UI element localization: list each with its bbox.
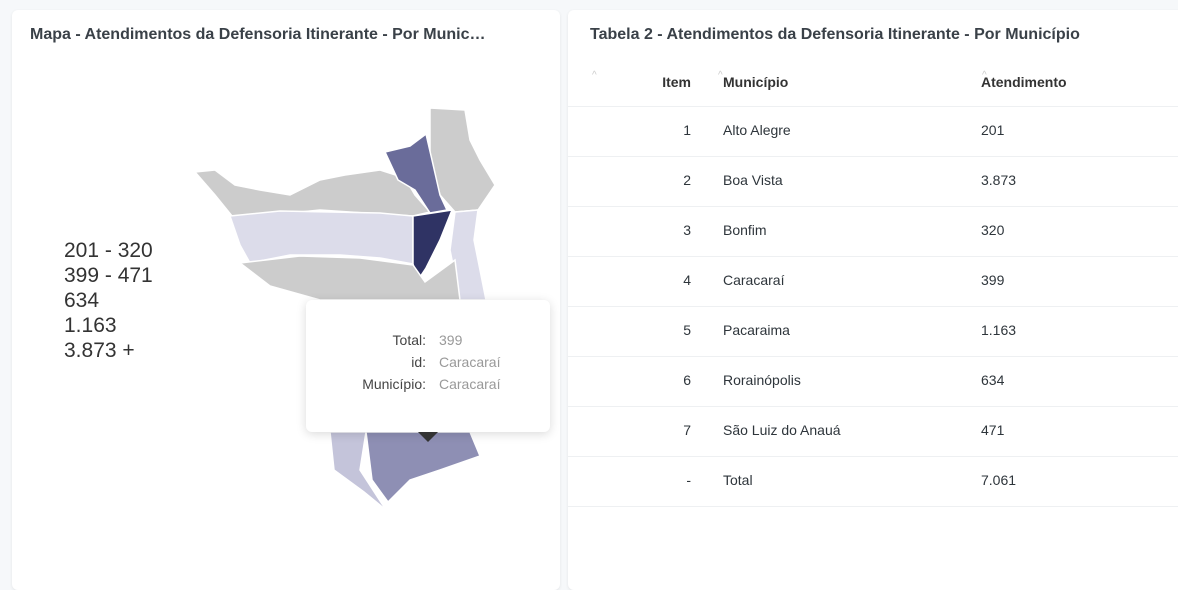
table-cell: 399 [981,272,1005,288]
table-cell: 3 [683,222,691,238]
column-header: Município [723,74,789,90]
tooltip: Total: 399 id: Caracaraí Município: Caracaraí [306,300,550,432]
table-cell: Boa Vista [723,172,783,188]
table-cell: - [686,472,691,488]
table-cell: 320 [981,222,1005,238]
table-cell: Alto Alegre [723,122,791,138]
table-cell: Total [723,472,753,488]
tooltip-label: id: [411,354,426,370]
row-separator [568,206,1178,207]
legend-item: 399 - 471 [64,264,153,287]
region [193,169,432,217]
row-separator [568,406,1178,407]
column-header: Atendimento [981,74,1067,90]
table-cell: 7.061 [981,472,1017,488]
row-separator [568,156,1178,157]
table-title: Tabela 2 - Atendimentos da Defensoria It… [590,26,1080,43]
tooltip-arrow [418,432,438,442]
table-cell: Pacaraima [723,322,790,338]
sort-caret: ^ [592,70,597,81]
legend-item: 1.163 [64,314,117,337]
table-cell: 5 [683,322,691,338]
row-separator [568,356,1178,357]
table-cell: 4 [683,272,691,288]
table-cell: 7 [683,422,691,438]
table-panel: Tabela 2 - Atendimentos da Defensoria It… [568,10,1178,590]
legend-item: 3.873 + [64,339,135,362]
table-cell: 1.163 [981,322,1017,338]
table-cell: 2 [683,172,691,188]
table-cell: 201 [981,122,1005,138]
row-separator [568,256,1178,257]
row-separator [568,456,1178,457]
page: Mapa - Atendimentos da Defensoria Itiner… [30,26,1178,510]
table-cell: Bonfim [723,222,767,238]
map [193,107,496,511]
table-cell: 6 [683,372,691,388]
row-separator [568,306,1178,307]
table-cell: 471 [981,422,1005,438]
tooltip-value: 399 [439,332,463,348]
table-cell: 3.873 [981,172,1017,188]
table-cell: Caracaraí [723,272,785,288]
table-cell: 634 [981,372,1005,388]
map-panel: Mapa - Atendimentos da Defensoria Itiner… [12,10,560,590]
table-cell: 1 [683,122,691,138]
map-title: Mapa - Atendimentos da Defensoria Itiner… [30,26,486,43]
row-separator [568,106,1178,107]
sort-caret: ^ [718,70,723,81]
region [365,431,481,504]
tooltip-value: Caracaraí [439,354,501,370]
region [228,210,414,265]
tooltip-label: Total: [392,332,426,348]
column-header: Item [662,74,691,90]
region [412,209,454,282]
legend-item: 634 [64,289,100,312]
tooltip-value: Caracaraí [439,376,501,392]
region [238,255,461,301]
row-separator [568,506,1178,507]
sort-caret: ^ [982,70,987,81]
region [383,132,449,214]
legend: 201 - 320 399 - 471 634 1.163 3.873 + [64,238,153,363]
legend-item: 201 - 320 [64,239,153,262]
tooltip-label: Município: [362,376,426,392]
table-cell: São Luiz do Anauá [723,422,841,438]
table-cell: Rorainópolis [723,372,801,388]
